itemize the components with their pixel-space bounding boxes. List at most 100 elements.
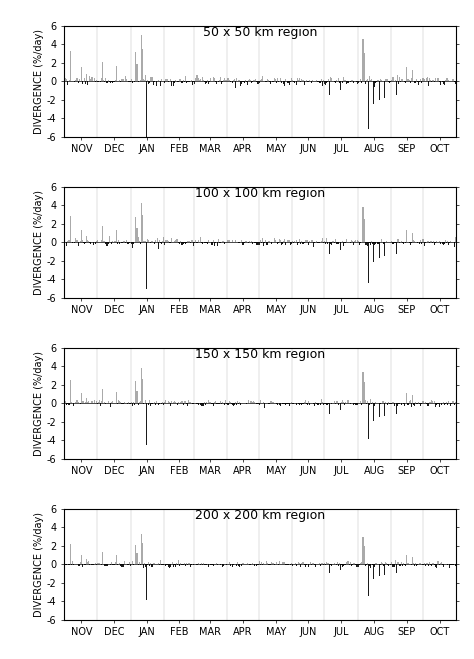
Bar xyxy=(309,80,310,81)
Bar xyxy=(422,564,424,565)
Bar xyxy=(446,78,447,81)
Bar xyxy=(435,242,437,243)
Bar xyxy=(293,81,294,82)
Bar xyxy=(121,564,122,567)
Bar xyxy=(66,403,67,405)
Bar xyxy=(447,564,448,565)
Bar xyxy=(356,564,357,567)
Bar xyxy=(263,401,264,403)
Bar xyxy=(318,81,319,82)
Bar xyxy=(302,80,303,81)
Bar xyxy=(441,403,442,405)
Bar xyxy=(206,81,207,82)
Bar xyxy=(445,80,446,81)
Bar xyxy=(334,81,335,82)
Bar xyxy=(189,563,190,564)
Bar xyxy=(406,231,408,242)
Bar xyxy=(277,403,278,405)
Bar xyxy=(414,81,415,83)
Bar xyxy=(347,561,348,564)
Bar xyxy=(283,562,284,564)
Bar xyxy=(396,403,397,414)
Bar xyxy=(177,403,178,405)
Bar xyxy=(274,240,276,242)
Bar xyxy=(311,81,312,84)
Bar xyxy=(214,402,215,403)
Bar xyxy=(240,403,241,405)
Bar xyxy=(406,67,408,81)
Bar xyxy=(448,80,449,81)
Bar xyxy=(366,564,367,565)
Bar xyxy=(79,78,80,81)
Bar xyxy=(260,80,261,81)
Bar xyxy=(156,81,157,86)
Bar xyxy=(373,403,374,420)
Bar xyxy=(277,242,278,244)
Bar xyxy=(396,564,397,573)
Bar xyxy=(192,81,193,85)
Bar xyxy=(326,403,327,405)
Bar xyxy=(397,75,398,81)
Bar xyxy=(250,564,251,565)
Bar xyxy=(415,81,416,83)
Bar xyxy=(298,242,299,243)
Bar xyxy=(179,564,181,565)
Bar xyxy=(359,564,360,565)
Bar xyxy=(285,564,286,565)
Bar xyxy=(455,81,456,84)
Bar xyxy=(382,563,383,564)
Bar xyxy=(224,78,225,81)
Bar xyxy=(203,563,204,564)
Bar xyxy=(422,239,424,242)
Bar xyxy=(342,81,343,83)
Bar xyxy=(454,242,455,247)
Bar xyxy=(193,81,194,82)
Bar xyxy=(199,80,200,81)
Bar xyxy=(278,81,279,82)
Bar xyxy=(120,402,121,403)
Title: 100 x 100 km region: 100 x 100 km region xyxy=(195,187,325,200)
Bar xyxy=(80,562,81,564)
Bar xyxy=(318,403,319,405)
Bar xyxy=(293,242,294,243)
Bar xyxy=(111,242,112,244)
Bar xyxy=(173,564,174,567)
Bar xyxy=(112,81,113,83)
Bar xyxy=(118,240,119,242)
Bar xyxy=(69,240,70,242)
Bar xyxy=(248,80,249,81)
Bar xyxy=(332,563,334,564)
Bar xyxy=(100,81,101,82)
Bar xyxy=(95,563,96,564)
Bar xyxy=(165,564,166,565)
Bar xyxy=(306,241,307,242)
Bar xyxy=(402,79,403,81)
Bar xyxy=(326,81,327,84)
Bar xyxy=(247,81,248,85)
Bar xyxy=(132,242,133,248)
Bar xyxy=(416,564,417,566)
Bar xyxy=(447,241,448,242)
Bar xyxy=(357,403,358,405)
Bar xyxy=(200,403,201,405)
Bar xyxy=(291,242,292,244)
Bar xyxy=(201,403,202,406)
Bar xyxy=(377,80,379,81)
Bar xyxy=(141,203,142,242)
Bar xyxy=(145,401,146,403)
Bar xyxy=(183,242,185,243)
Bar xyxy=(328,563,329,564)
Bar xyxy=(365,401,366,403)
Bar xyxy=(379,403,380,417)
Bar xyxy=(417,403,418,404)
Bar xyxy=(136,381,137,403)
Bar xyxy=(235,81,236,88)
Bar xyxy=(453,564,454,565)
Bar xyxy=(111,402,112,403)
Bar xyxy=(176,563,177,564)
Bar xyxy=(283,241,284,242)
Bar xyxy=(161,564,162,565)
Bar xyxy=(400,564,401,566)
Bar xyxy=(409,401,410,403)
Bar xyxy=(128,242,129,244)
